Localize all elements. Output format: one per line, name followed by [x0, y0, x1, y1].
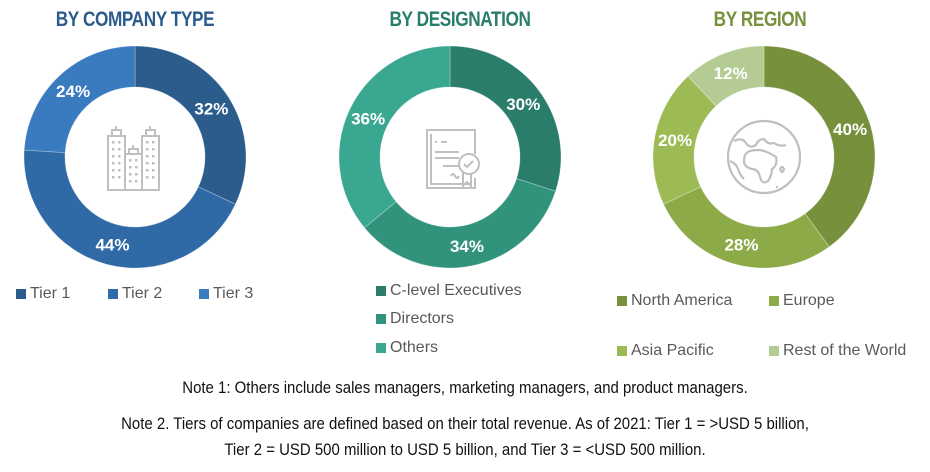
slice-label-tier-1: 32% [194, 100, 228, 119]
legend-label: Tier 2 [122, 285, 163, 302]
donut-slice-tier-3 [23, 45, 136, 154]
legend-swatch [769, 346, 779, 356]
slice-label-tier-2: 44% [95, 236, 129, 255]
note-2-line-1: Note 2. Tiers of companies are defined b… [121, 414, 809, 433]
legend-tier-1: Tier 1 [16, 285, 70, 303]
legend-swatch [108, 289, 118, 299]
legend-swatch [16, 289, 26, 299]
legend-tier-2: Tier 2 [108, 285, 162, 303]
legend-swatch [769, 296, 779, 306]
donut-slice-others [338, 45, 451, 229]
legend-label: C-level Executives [390, 282, 522, 299]
globe-icon [726, 119, 802, 195]
legend-directors: Directors [376, 310, 454, 328]
slice-label-directors: 34% [450, 237, 484, 256]
legend-label: Tier 1 [30, 285, 71, 302]
chart-title-designation: BY DESIGNATION [389, 8, 531, 31]
donut-slice-directors [363, 178, 557, 269]
donut-slice-tier-2 [23, 149, 236, 269]
legend-others: Others [376, 339, 438, 357]
donut-slice-europe [663, 186, 830, 269]
legend-label: Rest of the World [783, 342, 907, 359]
donut-slice-c-level-executives [449, 45, 562, 192]
donut-designation: 30% 34% 36% [338, 45, 562, 269]
chart-title-region: BY REGION [713, 8, 807, 31]
donut-slice-rest-of-the-world [687, 45, 765, 107]
legend-label: Asia Pacific [631, 342, 714, 359]
legend-swatch [199, 289, 209, 299]
donut-slice-tier-1 [134, 45, 247, 205]
legend-tier-3: Tier 3 [199, 285, 253, 303]
certificate-icon [426, 129, 480, 189]
slice-label-north-america: 40% [833, 120, 867, 139]
buildings-icon [107, 126, 160, 191]
legend-label: Directors [390, 310, 455, 327]
note-2-line-2: Tier 2 = USD 500 million to USD 5 billio… [224, 440, 706, 459]
donut-company-type: 32% 44% 24% [23, 45, 247, 269]
slice-label-tier-3: 24% [56, 82, 90, 101]
slice-label-asia-pacific: 20% [658, 131, 692, 150]
slice-label-c-level-executives: 30% [506, 95, 540, 114]
legend-swatch [617, 346, 627, 356]
legend-north-america: North America [617, 292, 732, 310]
legend-swatch [376, 314, 386, 324]
donut-region: 40% 28% 20% 12% [652, 45, 876, 269]
legend-swatch [617, 296, 627, 306]
legend-swatch [376, 343, 386, 353]
note-1: Note 1: Others include sales managers, m… [182, 378, 748, 397]
chart-title-company-type: BY COMPANY TYPE [55, 8, 215, 31]
legend-label: North America [631, 292, 733, 309]
slice-label-rest-of-the-world: 12% [714, 64, 748, 83]
legend-label: Others [390, 339, 439, 356]
legend-europe: Europe [769, 292, 835, 310]
legend-swatch [376, 286, 386, 296]
legend-rest-of-the-world: Rest of the World [769, 342, 906, 360]
legend-c-level-executives: C-level Executives [376, 282, 522, 300]
legend-label: Tier 3 [213, 285, 254, 302]
legend-label: Europe [783, 292, 835, 309]
slice-label-europe: 28% [724, 236, 758, 255]
slice-label-others: 36% [351, 109, 385, 128]
donut-slice-north-america [763, 45, 876, 248]
donut-slice-asia-pacific [652, 75, 717, 205]
legend-asia-pacific: Asia Pacific [617, 342, 714, 360]
